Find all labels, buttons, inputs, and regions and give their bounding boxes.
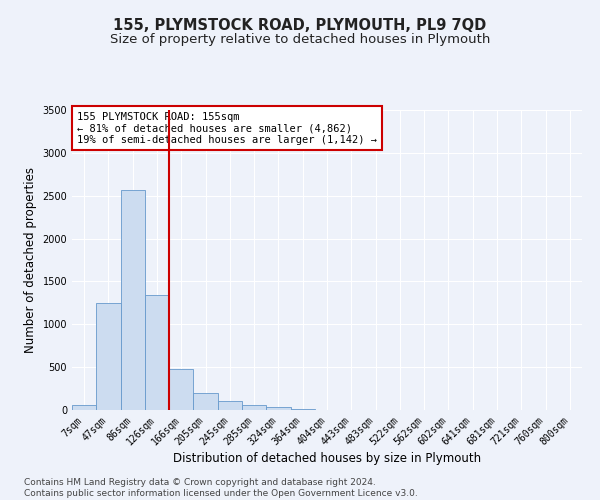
Bar <box>145 295 169 410</box>
Bar <box>193 393 218 410</box>
Bar <box>121 190 145 410</box>
Y-axis label: Number of detached properties: Number of detached properties <box>24 167 37 353</box>
Text: Contains HM Land Registry data © Crown copyright and database right 2024.
Contai: Contains HM Land Registry data © Crown c… <box>24 478 418 498</box>
Bar <box>218 401 242 410</box>
Text: 155, PLYMSTOCK ROAD, PLYMOUTH, PL9 7QD: 155, PLYMSTOCK ROAD, PLYMOUTH, PL9 7QD <box>113 18 487 32</box>
Bar <box>96 303 121 410</box>
Text: 155 PLYMSTOCK ROAD: 155sqm
← 81% of detached houses are smaller (4,862)
19% of s: 155 PLYMSTOCK ROAD: 155sqm ← 81% of deta… <box>77 112 377 144</box>
Bar <box>169 369 193 410</box>
X-axis label: Distribution of detached houses by size in Plymouth: Distribution of detached houses by size … <box>173 452 481 466</box>
Bar <box>72 406 96 410</box>
Bar <box>242 406 266 410</box>
Text: Size of property relative to detached houses in Plymouth: Size of property relative to detached ho… <box>110 32 490 46</box>
Bar <box>266 408 290 410</box>
Bar <box>290 409 315 410</box>
